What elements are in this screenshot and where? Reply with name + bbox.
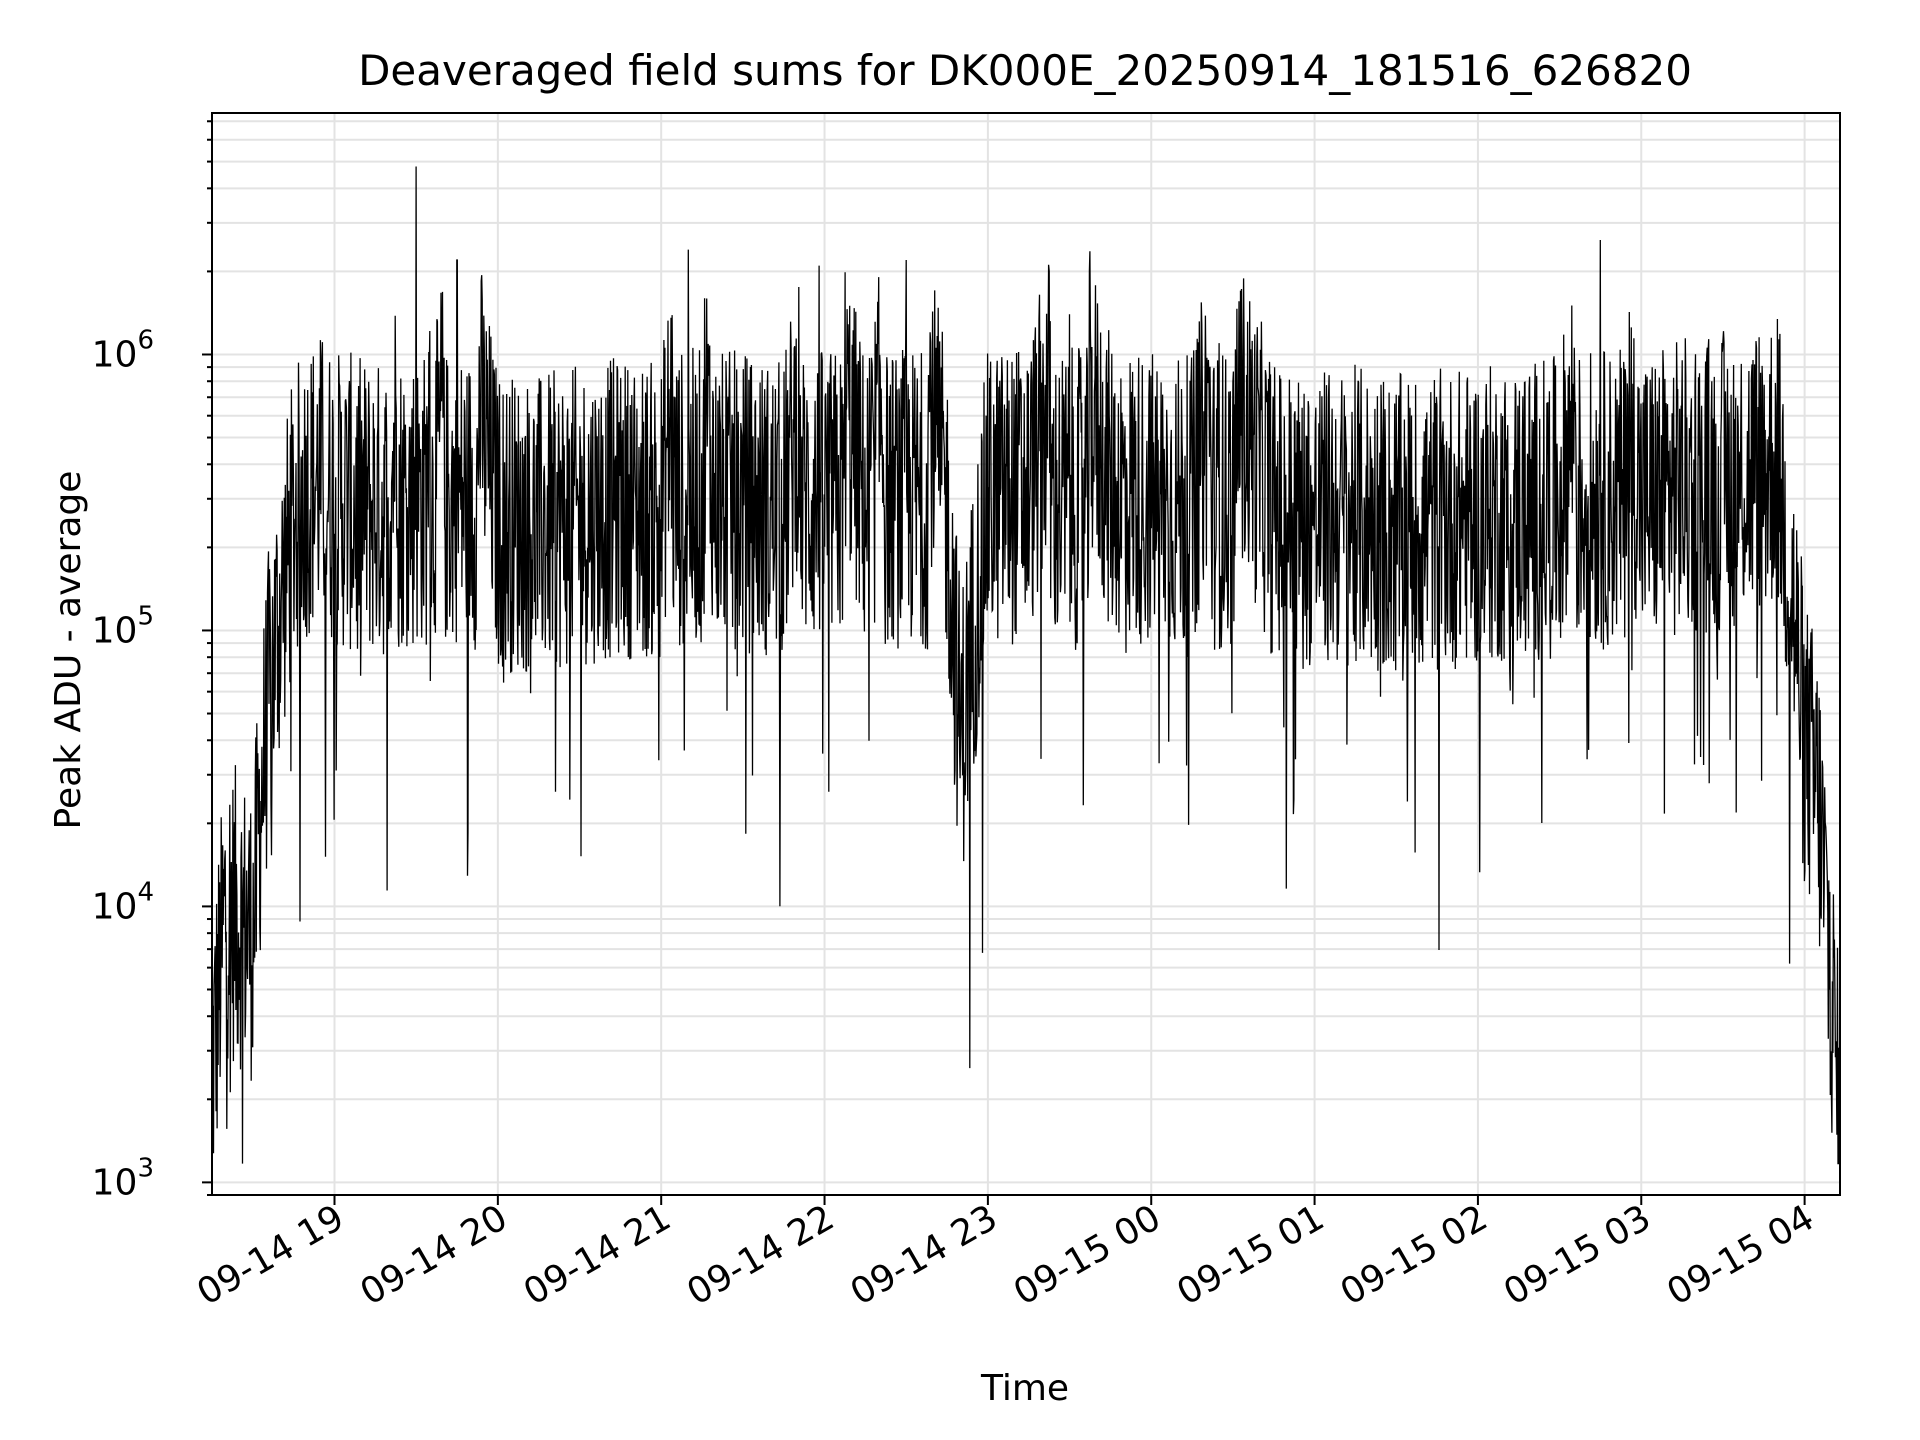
series-layer (211, 166, 1841, 1165)
y-tick-exponent: 5 (137, 601, 154, 631)
y-tick-exponent: 6 (137, 325, 154, 355)
plot-area-frame (211, 112, 1841, 1196)
series-line (211, 166, 1841, 1165)
y-tick-exponent: 4 (137, 877, 154, 907)
y-tick-exponent: 3 (137, 1153, 154, 1183)
x-axis-label: Time (980, 1368, 1069, 1409)
chart-title: Deaveraged field sums for DK000E_2025091… (358, 46, 1692, 95)
y-axis-label: Peak ADU - average (48, 471, 89, 830)
